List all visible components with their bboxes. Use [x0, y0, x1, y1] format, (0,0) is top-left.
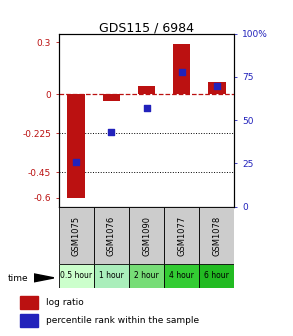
Polygon shape [34, 274, 54, 282]
Text: 2 hour: 2 hour [134, 271, 159, 280]
Text: GSM1075: GSM1075 [72, 215, 81, 256]
Bar [20, 296, 38, 308]
Bar [208, 82, 226, 94]
Bar [59, 207, 94, 264]
Text: GSM1090: GSM1090 [142, 215, 151, 256]
Bar [129, 264, 164, 288]
Text: 4 hour: 4 hour [169, 271, 194, 280]
Text: 1 hour: 1 hour [99, 271, 124, 280]
Text: percentile rank within the sample: percentile rank within the sample [46, 316, 200, 325]
Text: GDS115 / 6984: GDS115 / 6984 [99, 22, 194, 35]
Bar [199, 264, 234, 288]
Point [144, 105, 149, 111]
Bar [138, 86, 155, 94]
Bar [103, 94, 120, 101]
Text: GSM1077: GSM1077 [177, 215, 186, 256]
Point [179, 69, 184, 74]
Bar [94, 264, 129, 288]
Text: GSM1076: GSM1076 [107, 215, 116, 256]
Bar [59, 264, 94, 288]
Bar [129, 207, 164, 264]
Bar [164, 264, 199, 288]
Bar [20, 314, 38, 327]
Text: time: time [7, 274, 28, 283]
Point [214, 83, 219, 88]
Bar [67, 94, 85, 198]
Text: 0.5 hour: 0.5 hour [60, 271, 92, 280]
Text: 6 hour: 6 hour [205, 271, 229, 280]
Bar [94, 207, 129, 264]
Point [109, 130, 114, 135]
Text: GSM1078: GSM1078 [212, 215, 221, 256]
Bar [164, 207, 199, 264]
Bar [199, 207, 234, 264]
Bar [173, 44, 190, 94]
Text: log ratio: log ratio [46, 298, 84, 307]
Point [74, 159, 79, 164]
